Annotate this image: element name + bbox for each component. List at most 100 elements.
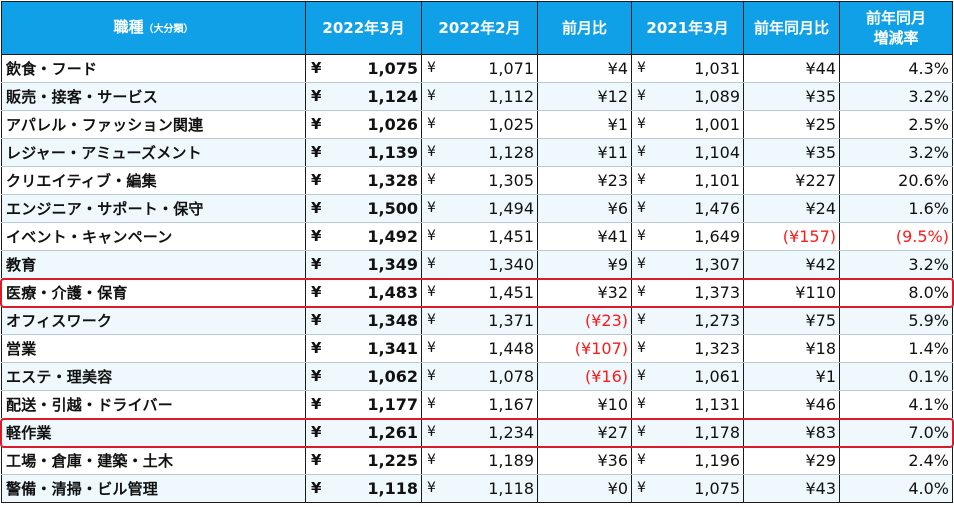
yoy-cell: (¥157) — [743, 222, 840, 251]
value-2022-02-cell: ¥1,025 — [421, 110, 538, 139]
category-cell: 医療・介護・保育 — [1, 278, 306, 307]
category-cell: 営業 — [1, 334, 306, 363]
header-yoy-rate: 前年同月 増減率 — [839, 1, 953, 55]
value-2022-03-cell: ¥1,118 — [305, 474, 422, 503]
yoy-cell: ¥110 — [743, 278, 840, 307]
category-cell: エンジニア・サポート・保守 — [1, 194, 306, 223]
category-cell: オフィスワーク — [1, 306, 306, 335]
mom-cell: ¥9 — [537, 250, 632, 279]
yoy-cell: ¥35 — [743, 82, 840, 111]
yoy-rate-cell: 1.6% — [839, 194, 953, 223]
value-2022-03-cell: ¥1,492 — [305, 222, 422, 251]
value-2022-02-cell: ¥1,118 — [421, 474, 538, 503]
category-cell: イベント・キャンペーン — [1, 222, 306, 251]
category-cell: エステ・理美容 — [1, 362, 306, 391]
yen-symbol: ¥ — [311, 255, 322, 273]
category-cell: 販売・接客・サービス — [1, 82, 306, 111]
value-2021-03-cell: ¥1,001 — [631, 110, 744, 139]
yen-symbol: ¥ — [637, 284, 646, 300]
header-yoy: 前年同月比 — [743, 1, 840, 55]
yoy-rate-cell: 0.1% — [839, 362, 953, 391]
yen-symbol: ¥ — [427, 228, 436, 244]
value: 1,348 — [367, 311, 418, 330]
value-2022-02-cell: ¥1,371 — [421, 306, 538, 335]
yoy-cell: ¥25 — [743, 110, 840, 139]
value-2022-02-cell: ¥1,071 — [421, 54, 538, 83]
value: 1,448 — [488, 339, 534, 358]
yoy-rate-cell: 3.2% — [839, 82, 953, 111]
value: 1,451 — [488, 283, 534, 302]
value: 1,476 — [694, 199, 740, 218]
yoy-cell: ¥24 — [743, 194, 840, 223]
value-2022-02-cell: ¥1,078 — [421, 362, 538, 391]
yoy-rate-cell: (9.5%) — [839, 222, 953, 251]
yen-symbol: ¥ — [427, 284, 436, 300]
value-2022-03-cell: ¥1,349 — [305, 250, 422, 279]
yen-symbol: ¥ — [427, 256, 436, 272]
value-2022-02-cell: ¥1,305 — [421, 166, 538, 195]
category-cell: クリエイティブ・編集 — [1, 166, 306, 195]
value: 1,101 — [694, 171, 740, 190]
header-row: 職種（大分類） 2022年3月 2022年2月 前月比 2021年3月 前年同月… — [1, 1, 953, 55]
mom-cell: ¥11 — [537, 138, 632, 167]
value-2021-03-cell: ¥1,196 — [631, 446, 744, 475]
value: 1,026 — [367, 115, 418, 134]
value-2022-03-cell: ¥1,124 — [305, 82, 422, 111]
value-2021-03-cell: ¥1,273 — [631, 306, 744, 335]
value-2022-02-cell: ¥1,340 — [421, 250, 538, 279]
yoy-rate-cell: 7.0% — [839, 418, 953, 447]
value-2022-02-cell: ¥1,112 — [421, 82, 538, 111]
yen-symbol: ¥ — [637, 144, 646, 160]
value-2022-03-cell: ¥1,500 — [305, 194, 422, 223]
table-row: イベント・キャンペーン ¥1,492 ¥1,451 ¥41 ¥1,649 (¥157) (9… — [1, 222, 953, 251]
yoy-cell: ¥44 — [743, 54, 840, 83]
value: 1,341 — [367, 339, 418, 358]
yoy-rate-cell: 4.0% — [839, 474, 953, 503]
yen-symbol: ¥ — [311, 227, 322, 245]
value-2021-03-cell: ¥1,101 — [631, 166, 744, 195]
table-row: 営業 ¥1,341 ¥1,448 (¥107) ¥1,323 ¥18 1.4% — [1, 334, 953, 363]
value-2021-03-cell: ¥1,031 — [631, 54, 744, 83]
value-2021-03-cell: ¥1,131 — [631, 390, 744, 419]
yen-symbol: ¥ — [637, 312, 646, 328]
value-2022-03-cell: ¥1,348 — [305, 306, 422, 335]
yen-symbol: ¥ — [427, 200, 436, 216]
value-2022-03-cell: ¥1,177 — [305, 390, 422, 419]
mom-cell: ¥41 — [537, 222, 632, 251]
yen-symbol: ¥ — [637, 340, 646, 356]
value: 1,025 — [488, 115, 534, 134]
value: 1,075 — [694, 479, 740, 498]
table-row: 軽作業 ¥1,261 ¥1,234 ¥27 ¥1,178 ¥83 7.0% — [1, 418, 953, 447]
yen-symbol: ¥ — [637, 200, 646, 216]
value: 1,104 — [694, 143, 740, 162]
yen-symbol: ¥ — [311, 87, 322, 105]
yen-symbol: ¥ — [427, 88, 436, 104]
header-category-sub: （大分類） — [143, 23, 194, 35]
yoy-rate-cell: 5.9% — [839, 306, 953, 335]
mom-cell: (¥16) — [537, 362, 632, 391]
value-2022-02-cell: ¥1,494 — [421, 194, 538, 223]
value-2021-03-cell: ¥1,075 — [631, 474, 744, 503]
yen-symbol: ¥ — [637, 424, 646, 440]
yen-symbol: ¥ — [311, 451, 322, 469]
value-2022-02-cell: ¥1,451 — [421, 278, 538, 307]
yoy-rate-cell: 2.5% — [839, 110, 953, 139]
yoy-rate-cell: 20.6% — [839, 166, 953, 195]
category-cell: 軽作業 — [1, 418, 306, 447]
category-cell: 配送・引越・ドライバー — [1, 390, 306, 419]
value: 1,167 — [488, 395, 534, 414]
value: 1,500 — [367, 199, 418, 218]
value: 1,071 — [488, 59, 534, 78]
mom-cell: ¥0 — [537, 474, 632, 503]
value-2022-02-cell: ¥1,451 — [421, 222, 538, 251]
category-cell: 教育 — [1, 250, 306, 279]
yen-symbol: ¥ — [637, 88, 646, 104]
yoy-cell: ¥29 — [743, 446, 840, 475]
yen-symbol: ¥ — [637, 228, 646, 244]
yen-symbol: ¥ — [637, 368, 646, 384]
value-2022-02-cell: ¥1,234 — [421, 418, 538, 447]
value: 1,261 — [367, 423, 418, 442]
yen-symbol: ¥ — [311, 283, 322, 301]
